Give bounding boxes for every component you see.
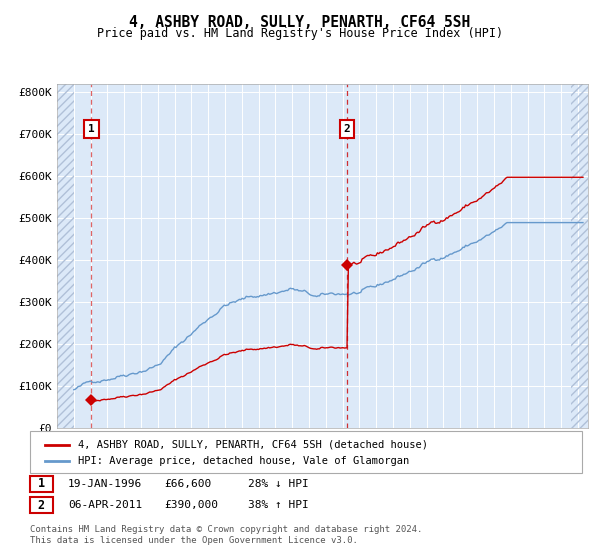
Text: 1: 1 (88, 124, 95, 134)
Text: HPI: Average price, detached house, Vale of Glamorgan: HPI: Average price, detached house, Vale… (78, 456, 409, 466)
Text: 28% ↓ HPI: 28% ↓ HPI (248, 479, 308, 489)
Text: 4, ASHBY ROAD, SULLY, PENARTH, CF64 5SH (detached house): 4, ASHBY ROAD, SULLY, PENARTH, CF64 5SH … (78, 440, 428, 450)
Text: 4, ASHBY ROAD, SULLY, PENARTH, CF64 5SH: 4, ASHBY ROAD, SULLY, PENARTH, CF64 5SH (130, 15, 470, 30)
Text: £66,600: £66,600 (164, 479, 211, 489)
Text: 06-APR-2011: 06-APR-2011 (68, 500, 142, 510)
Text: 2: 2 (344, 124, 350, 134)
Text: Price paid vs. HM Land Registry's House Price Index (HPI): Price paid vs. HM Land Registry's House … (97, 27, 503, 40)
Text: 2: 2 (38, 498, 45, 512)
Text: £390,000: £390,000 (164, 500, 218, 510)
Text: 1: 1 (38, 477, 45, 491)
Text: Contains HM Land Registry data © Crown copyright and database right 2024.
This d: Contains HM Land Registry data © Crown c… (30, 525, 422, 545)
Text: 19-JAN-1996: 19-JAN-1996 (68, 479, 142, 489)
Text: 38% ↑ HPI: 38% ↑ HPI (248, 500, 308, 510)
